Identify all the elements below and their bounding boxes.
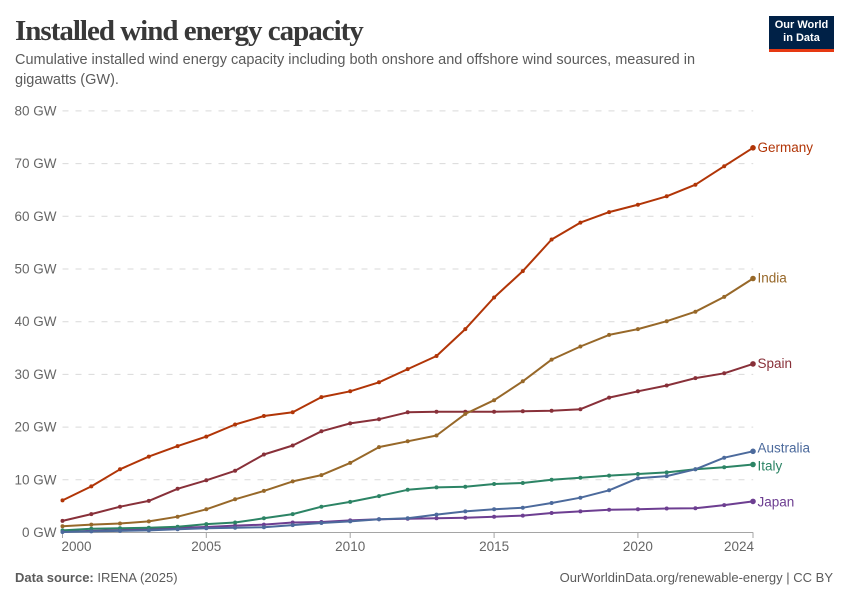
svg-text:2015: 2015 — [479, 539, 509, 554]
svg-text:70 GW: 70 GW — [14, 156, 56, 171]
svg-text:2010: 2010 — [335, 539, 365, 554]
svg-text:10 GW: 10 GW — [14, 472, 56, 487]
svg-text:80 GW: 80 GW — [14, 103, 56, 118]
svg-text:20 GW: 20 GW — [14, 420, 56, 435]
svg-text:Japan: Japan — [758, 494, 795, 509]
svg-text:50 GW: 50 GW — [14, 262, 56, 277]
svg-text:40 GW: 40 GW — [14, 314, 56, 329]
svg-text:2020: 2020 — [623, 539, 653, 554]
svg-text:30 GW: 30 GW — [14, 367, 56, 382]
svg-text:Spain: Spain — [758, 356, 793, 371]
svg-text:2024: 2024 — [724, 539, 755, 554]
svg-text:2005: 2005 — [191, 539, 221, 554]
svg-text:India: India — [758, 271, 788, 286]
svg-text:Italy: Italy — [758, 459, 783, 474]
svg-text:Germany: Germany — [758, 140, 814, 155]
svg-text:60 GW: 60 GW — [14, 209, 56, 224]
svg-text:2000: 2000 — [62, 539, 92, 554]
svg-text:0 GW: 0 GW — [22, 525, 57, 540]
svg-text:Australia: Australia — [758, 440, 811, 455]
